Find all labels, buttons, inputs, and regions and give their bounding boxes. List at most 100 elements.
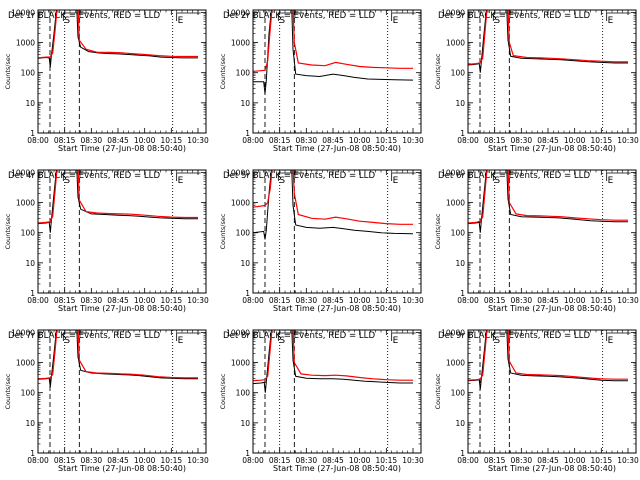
x-tick-label: 08:00 bbox=[27, 136, 49, 145]
series-lld-line bbox=[38, 10, 198, 59]
x-tick-label: 08:15 bbox=[269, 296, 291, 305]
y-tick-label: 10 bbox=[455, 419, 465, 428]
y-tick-label: 100 bbox=[21, 229, 36, 238]
x-tick-label: 10:15 bbox=[161, 456, 183, 465]
y-tick-label: 10000 bbox=[226, 8, 250, 17]
y-tick-label: 10 bbox=[25, 99, 35, 108]
panel-det-6: Det 6r BLACK = Events, RED = LLD10000100… bbox=[434, 168, 639, 313]
flag-label: S bbox=[279, 176, 285, 186]
plot-frame bbox=[37, 169, 207, 294]
flag-label: E bbox=[608, 176, 614, 186]
panel-title: Det 2r BLACK = Events, RED = LLD bbox=[223, 11, 375, 21]
series-lld-line bbox=[468, 170, 628, 224]
y-tick-label: 1 bbox=[30, 289, 35, 298]
x-tick-label: 08:00 bbox=[242, 456, 264, 465]
y-tick-label: 10000 bbox=[226, 168, 250, 177]
x-tick-label: 10:30 bbox=[187, 136, 209, 145]
series-events-line bbox=[253, 170, 414, 240]
x-tick-label: 08:00 bbox=[457, 136, 479, 145]
y-tick-label: 100 bbox=[451, 69, 466, 78]
x-axis-label: Start Time (27-Jun-08 08:50:40) bbox=[273, 144, 401, 153]
flag-label: E bbox=[178, 176, 184, 186]
x-tick-label: 10:15 bbox=[591, 136, 613, 145]
x-tick-label: 10:00 bbox=[134, 136, 156, 145]
panel-det-3: Det 3r BLACK = Events, RED = LLD10000100… bbox=[434, 8, 639, 153]
panel-det-5: Det 5r BLACK = Events, RED = LLD10000100… bbox=[219, 168, 424, 313]
y-tick-label: 1 bbox=[245, 129, 250, 138]
x-tick-label: 08:45 bbox=[537, 456, 559, 465]
plot-frame bbox=[252, 329, 422, 454]
x-tick-label: 10:00 bbox=[564, 456, 586, 465]
panel-det-1: Det 1r BLACK = Events, RED = LLD10000100… bbox=[4, 8, 209, 153]
flag-label: E bbox=[608, 16, 614, 26]
x-tick-label: 08:45 bbox=[322, 136, 344, 145]
panel-title: Det 4r BLACK = Events, RED = LLD bbox=[8, 171, 160, 181]
x-tick-label: 10:00 bbox=[349, 456, 371, 465]
flag-label: S bbox=[279, 16, 285, 26]
flag-label: E bbox=[393, 176, 399, 186]
y-tick-label: 10 bbox=[240, 259, 250, 268]
panel-title: Det 1r BLACK = Events, RED = LLD bbox=[8, 11, 160, 21]
y-tick-label: 1 bbox=[30, 449, 35, 458]
y-tick-label: 100 bbox=[21, 69, 36, 78]
panel-title: Det 8r BLACK = Events, RED = LLD bbox=[223, 331, 375, 341]
flag-bracket bbox=[606, 12, 631, 21]
series-lld-line bbox=[468, 10, 628, 65]
x-tick-label: 08:15 bbox=[54, 296, 76, 305]
x-tick-label: 08:45 bbox=[107, 296, 129, 305]
flag-bracket bbox=[277, 172, 304, 181]
flag-bracket bbox=[176, 12, 201, 21]
y-tick-label: 10000 bbox=[11, 8, 35, 17]
y-axis-label: Counts/sec bbox=[219, 53, 227, 89]
x-tick-label: 08:15 bbox=[269, 136, 291, 145]
x-tick-label: 08:45 bbox=[537, 296, 559, 305]
y-tick-label: 1 bbox=[30, 129, 35, 138]
y-tick-label: 10000 bbox=[11, 168, 35, 177]
x-tick-label: 10:15 bbox=[376, 296, 398, 305]
x-axis-label: Start Time (27-Jun-08 08:50:40) bbox=[273, 304, 401, 313]
x-tick-label: 08:15 bbox=[54, 456, 76, 465]
x-tick-label: 08:45 bbox=[322, 456, 344, 465]
panel-title: Det 7r BLACK = Events, RED = LLD bbox=[8, 331, 160, 341]
y-tick-label: 1000 bbox=[231, 359, 250, 368]
flag-bracket bbox=[176, 172, 201, 181]
flag-label: S bbox=[64, 176, 70, 186]
x-tick-label: 08:30 bbox=[296, 296, 318, 305]
plot-frame bbox=[467, 9, 637, 134]
x-tick-label: 10:30 bbox=[617, 136, 639, 145]
flag-label: S bbox=[494, 336, 500, 346]
x-tick-label: 08:00 bbox=[27, 456, 49, 465]
flag-bracket bbox=[391, 12, 416, 21]
y-tick-label: 100 bbox=[236, 389, 251, 398]
flag-bracket bbox=[492, 332, 519, 341]
x-tick-label: 08:45 bbox=[537, 136, 559, 145]
x-tick-label: 08:15 bbox=[269, 456, 291, 465]
flag-bracket bbox=[62, 172, 89, 181]
flag-bracket bbox=[277, 12, 304, 21]
y-tick-label: 100 bbox=[236, 229, 251, 238]
x-axis-label: Start Time (27-Jun-08 08:50:40) bbox=[58, 304, 186, 313]
y-tick-label: 100 bbox=[21, 389, 36, 398]
x-tick-label: 10:15 bbox=[161, 136, 183, 145]
y-tick-label: 1 bbox=[460, 289, 465, 298]
x-tick-label: 10:30 bbox=[617, 456, 639, 465]
y-tick-label: 1000 bbox=[16, 199, 35, 208]
flag-bracket bbox=[391, 332, 416, 341]
x-tick-label: 08:30 bbox=[81, 296, 103, 305]
y-tick-label: 10 bbox=[455, 99, 465, 108]
x-tick-label: 08:30 bbox=[81, 136, 103, 145]
x-tick-label: 10:30 bbox=[187, 296, 209, 305]
flag-bracket bbox=[391, 172, 416, 181]
y-tick-label: 100 bbox=[236, 69, 251, 78]
y-tick-label: 1000 bbox=[231, 199, 250, 208]
plot-frame bbox=[467, 169, 637, 294]
x-tick-label: 10:00 bbox=[564, 296, 586, 305]
y-axis-label: Counts/sec bbox=[219, 373, 227, 409]
panel-det-9: Det 9r BLACK = Events, RED = LLD10000100… bbox=[434, 328, 639, 473]
x-tick-label: 10:00 bbox=[349, 136, 371, 145]
x-tick-label: 10:30 bbox=[402, 456, 424, 465]
x-axis-label: Start Time (27-Jun-08 08:50:40) bbox=[58, 464, 186, 473]
series-events-line bbox=[38, 10, 198, 68]
flag-label: S bbox=[64, 16, 70, 26]
